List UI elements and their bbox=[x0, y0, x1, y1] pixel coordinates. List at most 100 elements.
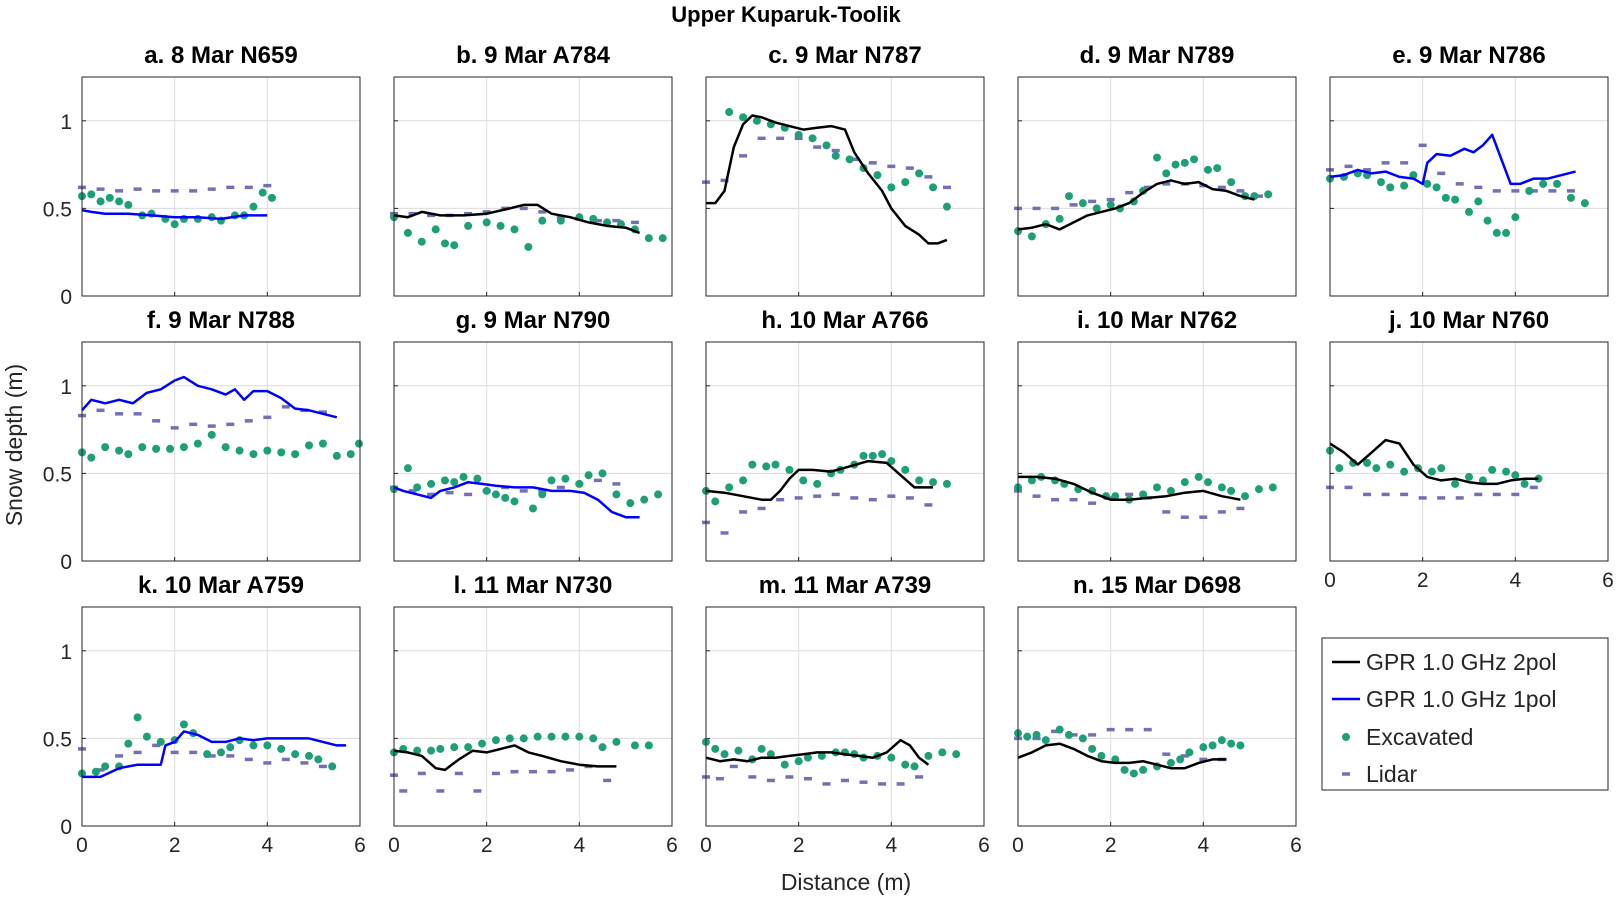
excavated-point bbox=[794, 130, 803, 139]
legend: GPR 1.0 GHz 2pol GPR 1.0 GHz 1pol Excava… bbox=[1321, 637, 1609, 791]
excavated-point bbox=[711, 497, 720, 506]
panel-12: l. 11 Mar N730 0 2 4 6 bbox=[388, 572, 678, 857]
excavated-point bbox=[878, 450, 887, 459]
gpr-2pol-line bbox=[1017, 179, 1255, 231]
excavated-point bbox=[166, 444, 175, 453]
excavated-point bbox=[929, 478, 938, 487]
gpr-2pol-line bbox=[393, 744, 617, 772]
excavated-point bbox=[505, 734, 514, 743]
excavated-point bbox=[1254, 485, 1263, 494]
panel-frame bbox=[81, 606, 361, 827]
excavated-point bbox=[332, 451, 341, 460]
panel-9: i. 10 Mar N762 bbox=[1014, 307, 1297, 562]
excavated-point bbox=[1171, 160, 1180, 169]
excavated-point bbox=[794, 757, 803, 766]
x-tick-label: 6 bbox=[978, 834, 990, 857]
excavated-point bbox=[124, 739, 133, 748]
x-tick-label: 4 bbox=[1509, 569, 1521, 592]
excavated-point bbox=[803, 753, 812, 762]
panel-3: c. 9 Mar N787 bbox=[702, 42, 985, 297]
excavated-point bbox=[152, 444, 161, 453]
excavated-point bbox=[450, 478, 459, 487]
x-tick-label: 0 bbox=[1012, 834, 1024, 857]
excavated-point bbox=[924, 751, 933, 760]
excavated-point bbox=[314, 755, 323, 764]
excavated-point bbox=[258, 188, 267, 197]
panel-title: d. 9 Mar N789 bbox=[1080, 42, 1235, 69]
excavated-point bbox=[221, 443, 230, 452]
excavated-point bbox=[1120, 765, 1129, 774]
panel-title: k. 10 Mar A759 bbox=[138, 572, 304, 599]
excavated-point bbox=[644, 741, 653, 750]
excavated-point bbox=[762, 462, 771, 471]
excavated-point bbox=[473, 474, 482, 483]
excavated-point bbox=[785, 465, 794, 474]
panel-background bbox=[706, 342, 984, 561]
panel-10: j. 10 Mar N760 0 2 4 6 bbox=[1324, 307, 1614, 592]
panel-frame bbox=[1329, 341, 1609, 562]
panel-7: g. 9 Mar N790 bbox=[390, 307, 673, 562]
gpr-1pol-line bbox=[81, 375, 338, 419]
y-tick-label: 0 bbox=[60, 286, 72, 309]
excavated-point bbox=[291, 750, 300, 759]
excavated-point bbox=[1241, 492, 1250, 501]
excavated-point bbox=[1078, 734, 1087, 743]
excavated-point bbox=[589, 214, 598, 223]
excavated-point bbox=[1023, 732, 1032, 741]
excavated-point bbox=[179, 720, 188, 729]
excavated-point bbox=[450, 743, 459, 752]
excavated-point bbox=[249, 202, 258, 211]
panel-5: e. 9 Mar N786 bbox=[1326, 42, 1609, 297]
x-tick-label: 0 bbox=[76, 834, 88, 857]
excavated-point bbox=[263, 446, 272, 455]
excavated-point bbox=[938, 748, 947, 757]
excavated-point bbox=[346, 450, 355, 459]
excavated-point bbox=[734, 746, 743, 755]
excavated-point bbox=[808, 134, 817, 143]
excavated-point bbox=[427, 479, 436, 488]
excavated-point bbox=[440, 476, 449, 485]
x-tick-label: 6 bbox=[666, 834, 678, 857]
excavated-point bbox=[910, 762, 919, 771]
excavated-point bbox=[524, 242, 533, 251]
excavated-point bbox=[644, 234, 653, 243]
excavated-point bbox=[436, 744, 445, 753]
panel-background bbox=[82, 77, 360, 296]
legend-label-gpr1pol: GPR 1.0 GHz 1pol bbox=[1366, 686, 1556, 712]
excavated-point bbox=[533, 732, 542, 741]
excavated-point bbox=[1185, 748, 1194, 757]
excavated-point bbox=[413, 483, 422, 492]
x-tick-label: 6 bbox=[1602, 569, 1614, 592]
excavated-point bbox=[464, 221, 473, 230]
gpr-2pol-line bbox=[705, 738, 930, 766]
excavated-point bbox=[1441, 193, 1450, 202]
legend-swatch-excavated bbox=[1342, 733, 1350, 741]
excavated-point bbox=[519, 734, 528, 743]
excavated-point bbox=[771, 460, 780, 469]
excavated-point bbox=[1064, 192, 1073, 201]
excavated-point bbox=[1400, 467, 1409, 476]
panel-background bbox=[394, 77, 672, 296]
excavated-point bbox=[868, 451, 877, 460]
excavated-point bbox=[1055, 214, 1064, 223]
excavated-point bbox=[873, 171, 882, 180]
panel-title: n. 15 Mar D698 bbox=[1073, 572, 1241, 599]
excavated-point bbox=[640, 495, 649, 504]
excavated-point bbox=[1427, 467, 1436, 476]
excavated-point bbox=[1027, 232, 1036, 241]
excavated-point bbox=[658, 234, 667, 243]
y-tick-label: 0 bbox=[60, 816, 72, 839]
excavated-point bbox=[203, 750, 212, 759]
excavated-point bbox=[1129, 769, 1138, 778]
excavated-point bbox=[817, 751, 826, 760]
panel-frame bbox=[1017, 76, 1297, 297]
excavated-point bbox=[739, 113, 748, 122]
excavated-point bbox=[859, 451, 868, 460]
panel-title: i. 10 Mar N762 bbox=[1077, 307, 1237, 334]
excavated-point bbox=[115, 446, 124, 455]
panel-title: l. 11 Mar N730 bbox=[454, 572, 613, 599]
excavated-point bbox=[328, 762, 337, 771]
excavated-point bbox=[915, 169, 924, 178]
excavated-point bbox=[156, 737, 165, 746]
